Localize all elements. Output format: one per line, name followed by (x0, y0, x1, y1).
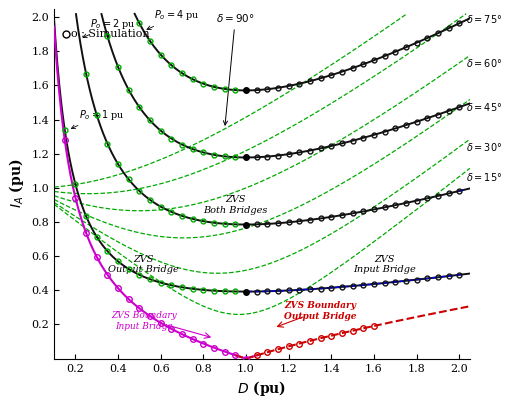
Text: $P_o = 1$ pu: $P_o = 1$ pu (71, 108, 124, 129)
Text: $\delta = 60°$: $\delta = 60°$ (466, 57, 502, 69)
Text: ZVS
Input Bridge: ZVS Input Bridge (353, 255, 416, 275)
Text: $P_o = 2$ pu: $P_o = 2$ pu (83, 17, 136, 38)
Text: $\delta = 15°$: $\delta = 15°$ (466, 171, 502, 183)
X-axis label: $D$ (pu): $D$ (pu) (237, 379, 287, 398)
Text: ZVS
Output Bridge: ZVS Output Bridge (108, 255, 179, 275)
Text: $\delta = 30°$: $\delta = 30°$ (466, 141, 502, 153)
Text: o : Simulation: o : Simulation (71, 29, 150, 39)
Text: $P_o = 4$ pu: $P_o = 4$ pu (147, 9, 200, 30)
Text: ZVS
Both Bridges: ZVS Both Bridges (203, 195, 268, 215)
Text: $P_o = 3$ pu: $P_o = 3$ pu (0, 404, 1, 405)
Text: ZVS Boundary
Output Bridge: ZVS Boundary Output Bridge (285, 301, 357, 320)
Y-axis label: $I_A$ (pu): $I_A$ (pu) (7, 159, 26, 209)
Text: ZVS Boundary
Input Bridge: ZVS Boundary Input Bridge (111, 311, 177, 331)
Text: $\delta = 90°$: $\delta = 90°$ (216, 12, 254, 125)
Text: $\delta = 45°$: $\delta = 45°$ (466, 101, 502, 113)
Text: $\delta = 75°$: $\delta = 75°$ (466, 13, 502, 25)
